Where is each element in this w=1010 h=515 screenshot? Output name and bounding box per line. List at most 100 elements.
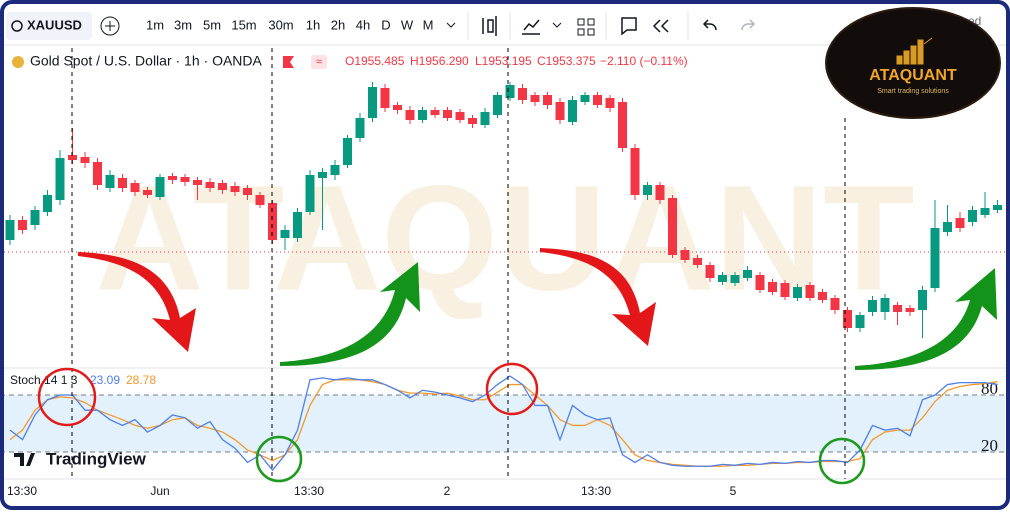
interval[interactable]: 3m [174, 17, 192, 32]
flag-icon[interactable] [283, 56, 294, 68]
candle-body [555, 102, 565, 120]
candle-body [368, 87, 377, 118]
candle-body [30, 210, 40, 225]
candle-body [205, 182, 215, 188]
candle-body [418, 110, 427, 120]
candle-body [55, 158, 65, 200]
candle-body [293, 212, 302, 238]
candles-icon[interactable] [482, 16, 497, 36]
candle-body [893, 305, 902, 312]
arrows [78, 248, 997, 370]
watermark: ATAQUANT [95, 154, 914, 322]
candle-body [518, 88, 527, 100]
interval[interactable]: 1m [146, 17, 164, 32]
dropdown[interactable] [552, 22, 562, 28]
time-label: 2 [444, 484, 451, 498]
candle-body [930, 228, 940, 288]
candle-body [768, 282, 777, 292]
indicator-badge[interactable] [311, 55, 327, 69]
down-arrow [78, 252, 196, 352]
candle-body [305, 175, 315, 212]
stoch-d-value: 28.78 [126, 373, 156, 387]
candle-body [643, 185, 652, 195]
candle-body [918, 290, 927, 310]
tv-icon [14, 453, 35, 466]
candle-body [743, 270, 752, 278]
interval[interactable]: W [401, 17, 414, 32]
candle-body [380, 88, 390, 108]
ataquant-logo: med ATAQUANT Smart trading solutions [825, 7, 1001, 119]
candle-body [105, 175, 115, 188]
interval[interactable]: D [381, 17, 390, 32]
candle-body [505, 85, 515, 98]
interval[interactable]: 2h [331, 17, 345, 32]
legend: Gold Spot / U.S. Dollar · 1h · OANDA ≈ O… [12, 53, 688, 69]
symbol[interactable]: XAUUSD [27, 17, 82, 32]
candle-body [180, 177, 190, 182]
interval[interactable]: 5m [203, 17, 221, 32]
candle-body [468, 118, 477, 124]
overbought-circle [485, 362, 539, 416]
candle-body [5, 220, 15, 240]
candle-body [680, 250, 690, 260]
interval[interactable]: 15m [231, 17, 256, 32]
candle-body [343, 138, 352, 165]
candle-body [618, 102, 627, 148]
symbol-icon [12, 56, 24, 68]
down-arrow [540, 248, 656, 346]
logo-tagline: Smart trading solutions [877, 88, 949, 95]
ohlc-open: O1955.485 [345, 54, 405, 68]
interval[interactable]: M [423, 17, 434, 32]
candle-body [168, 176, 177, 180]
time-label: 5 [730, 484, 737, 498]
candle-body [455, 112, 465, 120]
stoch-band [0, 395, 1005, 452]
candle-body [130, 183, 140, 192]
candle-body [980, 208, 990, 215]
candle-body [218, 183, 227, 190]
replay-icon[interactable] [652, 19, 669, 33]
candle-body [943, 222, 952, 232]
candle-body [693, 258, 702, 265]
candle-body [18, 220, 27, 230]
up-arrow [855, 268, 997, 370]
candle-body [530, 95, 540, 102]
time-label: Jun [150, 484, 169, 498]
symbol-box[interactable] [6, 12, 92, 40]
oversold-circle [818, 437, 866, 485]
alert-icon[interactable] [621, 17, 637, 36]
time-label: 13:30 [294, 484, 324, 498]
dropdown[interactable] [446, 22, 456, 28]
candle-body [580, 95, 590, 102]
candle-body [193, 180, 202, 185]
candle-body [830, 298, 840, 310]
candle-body [143, 190, 152, 195]
symbol-title: Gold Spot / U.S. Dollar · 1h · OANDA [30, 53, 263, 69]
interval[interactable]: 1h [306, 17, 320, 32]
logo-icon [896, 37, 933, 65]
stoch-k-value: 23.09 [90, 373, 120, 387]
layout-icon[interactable] [577, 18, 595, 36]
signal-circles [37, 362, 866, 485]
candle-body [43, 195, 52, 212]
candle-body [818, 292, 827, 300]
redo-icon [741, 19, 756, 31]
candle-body [955, 218, 965, 228]
time-label: 13:30 [7, 484, 37, 498]
candle-body [68, 155, 77, 160]
interval[interactable]: 4h [356, 17, 370, 32]
ohlc-close: C1953.375 [537, 54, 596, 68]
add-icon[interactable] [100, 16, 120, 36]
interval[interactable]: 30m [268, 17, 293, 32]
candle-body [543, 95, 552, 105]
candle-body [843, 310, 852, 328]
candle-body [655, 185, 665, 200]
search-icon [11, 20, 23, 32]
indicators-icon[interactable] [522, 19, 540, 35]
undo-icon[interactable] [702, 19, 717, 31]
candle-body [268, 203, 277, 240]
candle-body [868, 300, 877, 312]
candle-body [93, 162, 102, 185]
